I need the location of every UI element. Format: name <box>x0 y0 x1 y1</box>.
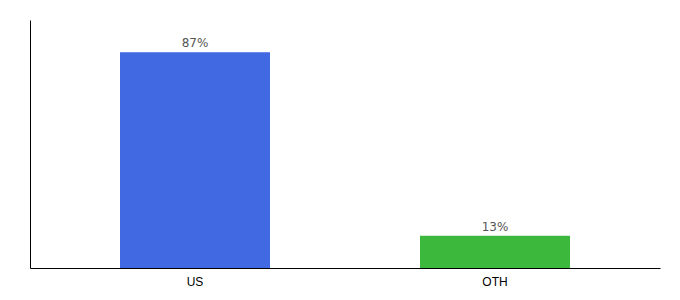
bar <box>420 236 570 268</box>
y-axis-line <box>30 21 31 269</box>
x-tick: US <box>187 275 204 289</box>
x-tick-label: OTH <box>482 275 507 289</box>
bar <box>120 52 270 268</box>
bars <box>120 52 570 268</box>
x-tick-label: US <box>187 275 204 289</box>
x-tick: OTH <box>482 275 507 289</box>
x-axis-line <box>31 268 661 269</box>
x-axis: US OTH <box>31 269 661 289</box>
data-label: 13% <box>482 220 509 234</box>
chart: US OTH 87% 13% <box>0 0 680 300</box>
y-axis <box>30 21 31 269</box>
data-labels: 87% 13% <box>182 36 509 234</box>
plot: US OTH 87% 13% <box>31 21 661 289</box>
data-label: 87% <box>182 36 209 50</box>
